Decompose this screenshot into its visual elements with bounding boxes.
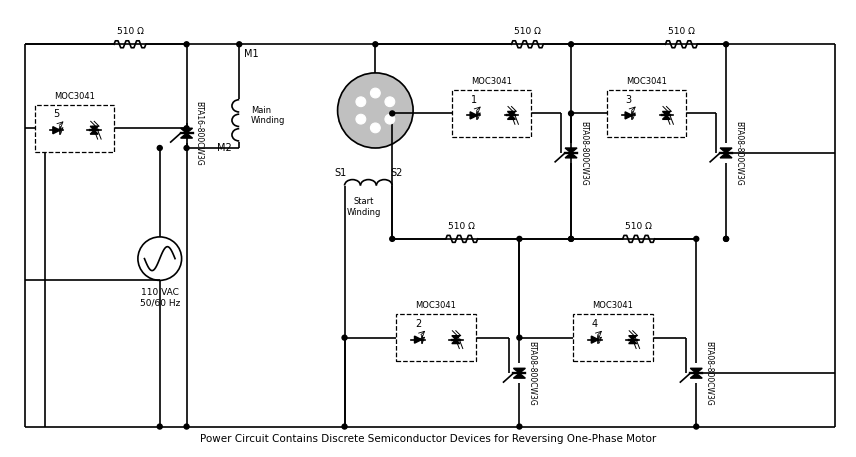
Polygon shape — [452, 336, 460, 340]
Polygon shape — [452, 340, 460, 344]
Circle shape — [517, 335, 522, 340]
Text: 3: 3 — [626, 95, 632, 105]
Circle shape — [723, 42, 728, 47]
Circle shape — [237, 42, 241, 47]
Text: MOC3041: MOC3041 — [415, 301, 456, 310]
Polygon shape — [720, 148, 732, 153]
Polygon shape — [628, 336, 637, 340]
Text: 510 Ω: 510 Ω — [625, 222, 652, 231]
Circle shape — [356, 114, 366, 124]
Text: MOC3041: MOC3041 — [626, 77, 667, 86]
Polygon shape — [181, 128, 193, 133]
Text: MOC3041: MOC3041 — [54, 91, 95, 101]
Text: 510 Ω: 510 Ω — [116, 27, 144, 37]
Circle shape — [184, 126, 189, 131]
Polygon shape — [508, 112, 515, 115]
Polygon shape — [414, 336, 422, 343]
Text: BTA08-800CW3G: BTA08-800CW3G — [704, 341, 713, 406]
Circle shape — [184, 42, 189, 47]
Text: 1: 1 — [471, 95, 477, 105]
Circle shape — [371, 88, 380, 98]
Circle shape — [385, 114, 395, 124]
FancyBboxPatch shape — [452, 90, 532, 137]
Polygon shape — [90, 130, 98, 134]
Text: MOC3041: MOC3041 — [471, 77, 512, 86]
Circle shape — [158, 424, 163, 429]
Circle shape — [568, 42, 574, 47]
Text: BTA08-800CW3G: BTA08-800CW3G — [527, 341, 537, 406]
Circle shape — [184, 424, 189, 429]
Polygon shape — [565, 148, 577, 153]
Text: BTA16-800CW3G: BTA16-800CW3G — [194, 101, 204, 165]
Circle shape — [693, 236, 698, 241]
Polygon shape — [690, 373, 702, 378]
Circle shape — [337, 73, 413, 148]
Text: M1: M1 — [244, 49, 259, 59]
Circle shape — [356, 97, 366, 106]
Text: Power Circuit Contains Discrete Semiconductor Devices for Reversing One-Phase Mo: Power Circuit Contains Discrete Semicond… — [199, 434, 657, 444]
Polygon shape — [628, 340, 637, 344]
Circle shape — [184, 145, 189, 150]
Text: S2: S2 — [390, 168, 402, 178]
Polygon shape — [690, 368, 702, 373]
Circle shape — [385, 97, 395, 106]
Polygon shape — [565, 153, 577, 158]
Polygon shape — [508, 115, 515, 119]
Text: Main
Winding: Main Winding — [251, 106, 286, 125]
Circle shape — [568, 236, 574, 241]
Text: MOC3041: MOC3041 — [592, 301, 633, 310]
Text: 110 VAC
50/60 Hz: 110 VAC 50/60 Hz — [140, 288, 180, 308]
Text: BTA08-800CW3G: BTA08-800CW3G — [579, 121, 588, 185]
Circle shape — [723, 236, 728, 241]
Text: Start
Winding: Start Winding — [346, 197, 381, 217]
Circle shape — [568, 236, 574, 241]
Text: 5: 5 — [53, 109, 60, 119]
FancyBboxPatch shape — [34, 105, 114, 152]
Text: 510 Ω: 510 Ω — [668, 27, 695, 37]
Circle shape — [342, 424, 347, 429]
Circle shape — [517, 236, 522, 241]
Circle shape — [158, 145, 163, 150]
Text: M2: M2 — [217, 143, 231, 153]
Polygon shape — [625, 112, 633, 119]
Circle shape — [723, 236, 728, 241]
FancyBboxPatch shape — [573, 314, 652, 361]
Polygon shape — [470, 112, 478, 119]
Polygon shape — [514, 373, 526, 378]
Text: 4: 4 — [591, 319, 598, 329]
Polygon shape — [181, 133, 193, 138]
Circle shape — [342, 335, 347, 340]
Polygon shape — [663, 115, 670, 119]
Text: 2: 2 — [415, 319, 421, 329]
Circle shape — [517, 424, 522, 429]
Text: BTA08-800CW3G: BTA08-800CW3G — [734, 121, 743, 185]
FancyBboxPatch shape — [607, 90, 687, 137]
FancyBboxPatch shape — [396, 314, 476, 361]
Polygon shape — [53, 127, 60, 134]
Circle shape — [371, 123, 380, 133]
Circle shape — [693, 424, 698, 429]
Polygon shape — [514, 368, 526, 373]
Circle shape — [389, 236, 395, 241]
Circle shape — [389, 111, 395, 116]
Circle shape — [373, 42, 377, 47]
Text: 510 Ω: 510 Ω — [449, 222, 475, 231]
Text: 510 Ω: 510 Ω — [514, 27, 541, 37]
Text: S1: S1 — [335, 168, 347, 178]
Polygon shape — [591, 336, 598, 343]
Polygon shape — [720, 153, 732, 158]
Circle shape — [568, 111, 574, 116]
Polygon shape — [90, 126, 98, 130]
Polygon shape — [663, 112, 670, 115]
